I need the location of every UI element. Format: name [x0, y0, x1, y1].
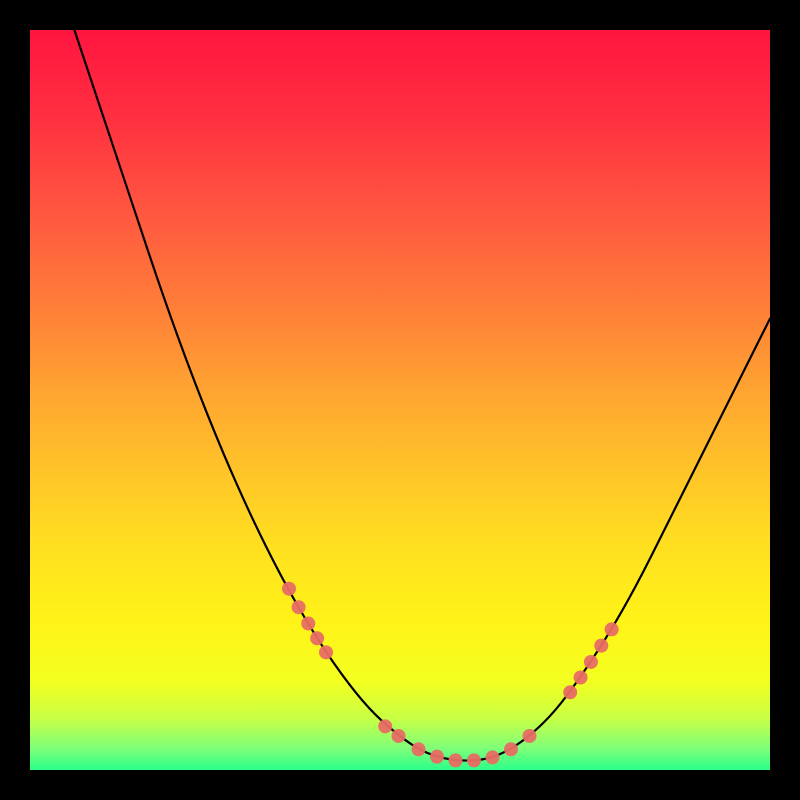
curve-marker [412, 742, 426, 756]
curve-marker [378, 719, 392, 733]
curve-marker [523, 729, 537, 743]
curve-marker [594, 639, 608, 653]
curve-marker [319, 645, 333, 659]
curve-marker [486, 750, 500, 764]
chart-frame: TheBottleneck.com [0, 0, 800, 800]
plot-background [30, 30, 770, 770]
curve-marker [282, 582, 296, 596]
curve-marker [504, 742, 518, 756]
curve-marker [392, 729, 406, 743]
curve-marker [301, 616, 315, 630]
curve-marker [430, 750, 444, 764]
curve-marker [563, 685, 577, 699]
curve-marker [292, 600, 306, 614]
curve-marker [310, 631, 324, 645]
curve-marker [449, 753, 463, 767]
chart-svg [0, 0, 800, 800]
curve-marker [574, 671, 588, 685]
curve-marker [584, 655, 598, 669]
curve-marker [605, 622, 619, 636]
curve-marker [467, 753, 481, 767]
